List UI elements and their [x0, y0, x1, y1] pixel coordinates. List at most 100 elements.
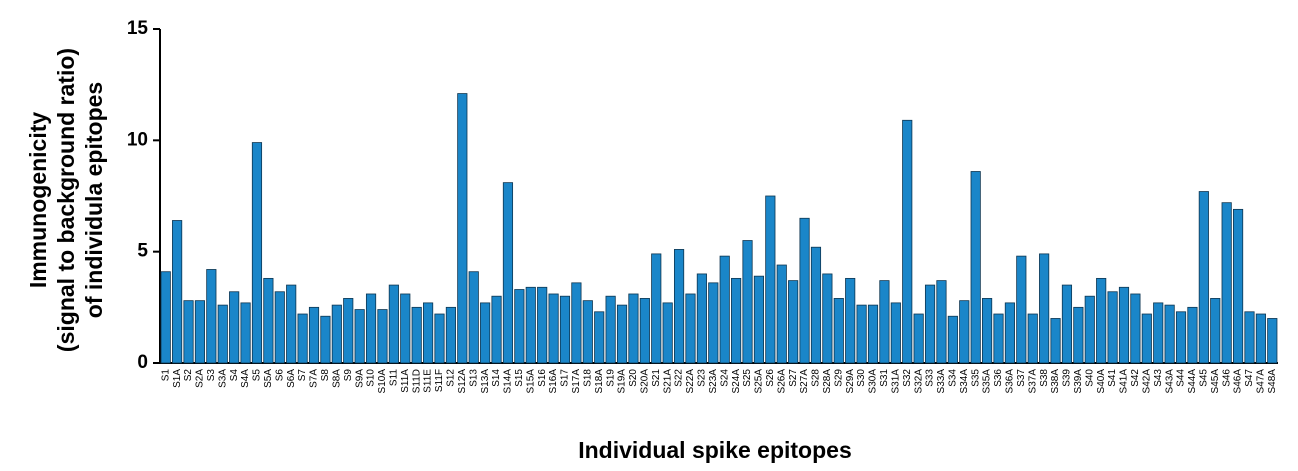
bar [776, 264, 787, 364]
bar [445, 306, 456, 364]
bar [1016, 255, 1027, 364]
bar [411, 306, 422, 364]
x-tick-label: S46 [1221, 369, 1232, 387]
x-tick-label: S27A [799, 369, 810, 394]
bar [331, 304, 342, 364]
bar [890, 302, 901, 364]
x-tick-label: S20 [628, 369, 639, 387]
bar [788, 280, 799, 364]
bar [1153, 302, 1164, 364]
x-tick-label: S31 [879, 369, 890, 387]
bar [1198, 191, 1209, 364]
x-tick-label: S24 [719, 369, 730, 387]
x-tick-label: S6A [286, 369, 297, 388]
bar [1164, 304, 1175, 364]
x-tick-label: S42 [1130, 369, 1141, 387]
bar [742, 240, 753, 364]
bar [1232, 208, 1244, 364]
bar [1210, 298, 1221, 364]
x-tick-label: S40A [1096, 369, 1107, 394]
x-tick-label: S23 [697, 369, 708, 387]
bar [594, 311, 605, 364]
x-tick-label: S13A [480, 369, 491, 394]
x-tick-label: S37A [1027, 369, 1038, 394]
x-tick-label: S10A [377, 369, 388, 394]
bar [172, 220, 183, 364]
x-tick-label: S34 [948, 369, 959, 387]
x-tick-label: S48A [1267, 369, 1278, 394]
x-tick-label: S31A [890, 369, 901, 394]
x-tick-label: S20A [639, 369, 650, 394]
x-tick-label: S11F [434, 369, 445, 392]
x-tick-label: S9 [343, 369, 354, 382]
x-tick-label: S16 [537, 369, 548, 387]
bar [480, 302, 491, 364]
bar [947, 315, 958, 364]
x-tick-label: S5 [252, 369, 263, 382]
bar [845, 277, 856, 364]
x-tick-label: S4A [240, 369, 251, 388]
bar [936, 280, 947, 364]
x-tick-label: S30 [856, 369, 867, 387]
x-tick-label: S44A [1187, 369, 1198, 394]
x-tick-label: S7A [309, 369, 320, 388]
bar [799, 217, 810, 364]
bar [982, 298, 993, 364]
x-tick-label: S2 [183, 369, 194, 382]
bar [1118, 286, 1130, 364]
bar [1039, 253, 1050, 364]
x-tick-label: S41 [1107, 369, 1118, 387]
x-tick-label: S43 [1153, 369, 1164, 387]
x-tick-label: S25 [742, 369, 753, 387]
x-tick-label: S47A [1256, 369, 1267, 394]
y-tick-label: 5 [137, 241, 148, 262]
x-tick-label: S5A [263, 369, 274, 388]
x-tick-label: S23A [708, 369, 719, 394]
bar [1061, 284, 1073, 364]
x-tick-label: S12A [457, 369, 468, 394]
x-tick-label: S32 [902, 369, 913, 387]
x-tick-label: S1A [172, 369, 183, 388]
y-axis-label: Immunogenicity (signal to background rat… [25, 48, 107, 352]
bar [1141, 313, 1152, 364]
bar [1050, 318, 1061, 364]
y-tick-label: 0 [137, 352, 148, 373]
bar [251, 142, 263, 364]
bar [514, 289, 525, 364]
y-axis-label-line: (signal to background ratio) [53, 48, 79, 352]
x-tick-label: S11 [389, 369, 400, 386]
x-tick-label: S35 [970, 369, 981, 387]
x-tick-label: S39 [1062, 369, 1073, 387]
x-tick-label: S17 [560, 369, 571, 387]
bar [959, 300, 970, 364]
x-tick-label: S32A [913, 369, 924, 394]
x-tick-label: S28 [811, 369, 822, 387]
bar [1084, 295, 1095, 364]
bar [559, 295, 571, 364]
bar [217, 304, 228, 364]
bar [1096, 277, 1107, 364]
x-tick-label: S9A [354, 369, 365, 388]
bar [810, 246, 822, 364]
x-tick-label: S42A [1141, 369, 1152, 394]
bar [673, 249, 685, 364]
bar [491, 295, 502, 364]
x-tick-label: S21 [651, 369, 662, 387]
x-tick-label: S36A [1005, 369, 1016, 394]
bar [502, 182, 514, 364]
bar [1175, 311, 1187, 364]
bar [879, 280, 890, 364]
x-tick-label: S40 [1084, 369, 1095, 387]
bar [731, 277, 742, 364]
x-tick-label: S8 [320, 369, 331, 382]
bar [525, 286, 536, 364]
x-tick-label: S21A [662, 369, 673, 394]
bar [765, 195, 776, 364]
x-tick-label: S22A [685, 369, 696, 394]
bar [753, 275, 765, 364]
x-tick-label: S11E [423, 369, 434, 393]
bar [1244, 311, 1255, 364]
x-tick-label: S3A [217, 369, 228, 388]
bar [1267, 318, 1278, 364]
x-tick-label: S18A [594, 369, 605, 394]
